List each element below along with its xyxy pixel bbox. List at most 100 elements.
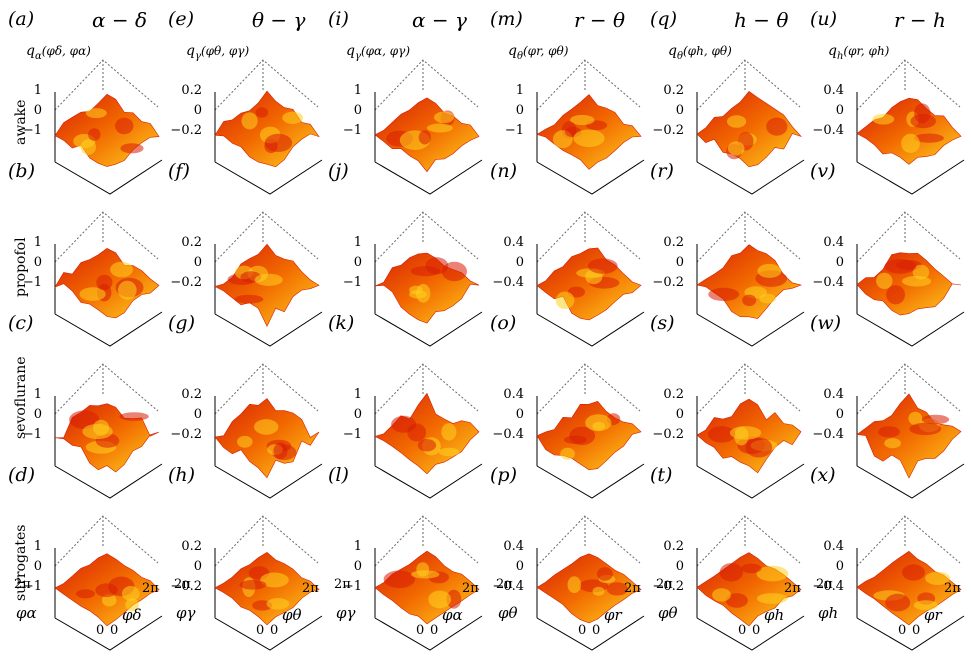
surface-plot-h xyxy=(214,515,323,651)
surface-peak xyxy=(876,272,893,289)
x-axis-label: φγ xyxy=(336,604,356,622)
surface-plot-p xyxy=(536,515,645,651)
axes-box xyxy=(696,515,801,567)
z-tick-label: 0 xyxy=(515,103,524,118)
surface-peak xyxy=(885,593,911,612)
z-axis-label-subscript: γ xyxy=(354,50,361,62)
z-axis-label-args: (φr, φθ) xyxy=(523,44,569,58)
z-tick-label: −1 xyxy=(22,123,42,138)
surface-peak xyxy=(729,426,762,440)
surface-peak xyxy=(902,275,932,287)
x-axis-label: φα xyxy=(16,604,37,622)
z-tick-label: −0.2 xyxy=(170,275,202,290)
surface-peak xyxy=(273,442,288,459)
surface-plot-x xyxy=(856,515,965,651)
axes-box xyxy=(214,211,319,263)
surface-peak xyxy=(727,115,747,128)
z-tick-label: 0.2 xyxy=(181,539,202,554)
panel-label: (q) xyxy=(650,8,677,30)
axes-box xyxy=(536,211,641,263)
panel-label: (p) xyxy=(490,464,517,486)
y-axis-label: φθ xyxy=(282,606,302,624)
z-tick-label: 0.4 xyxy=(823,387,844,402)
tick-zero-left: 0 xyxy=(96,623,105,638)
surface-plot-r xyxy=(696,211,805,347)
base-axes xyxy=(536,463,645,499)
surface xyxy=(856,97,962,165)
axes-box xyxy=(54,515,159,567)
z-tick-label: −1 xyxy=(504,123,524,138)
z-tick-label: 0.4 xyxy=(823,235,844,250)
surface-peak xyxy=(101,594,117,607)
surface-peak xyxy=(391,415,417,433)
axes-box xyxy=(856,211,961,263)
tick-zero-right: 0 xyxy=(912,623,921,638)
z-tick-label: 0 xyxy=(675,559,684,574)
panel-label: (i) xyxy=(328,8,349,30)
z-tick-label: 0 xyxy=(515,255,524,270)
base-axes xyxy=(214,311,323,347)
surface-peak xyxy=(260,572,289,588)
surface-plot-b xyxy=(54,211,163,347)
surface-peak xyxy=(254,419,279,435)
surface-peak xyxy=(912,264,930,280)
z-axis-label-subscript: θ xyxy=(516,50,523,62)
surface-peak xyxy=(234,294,264,304)
surface-peak xyxy=(441,261,467,282)
z-tick-label: 0 xyxy=(835,255,844,270)
z-axis-label: qθ(φr, φθ) xyxy=(508,43,569,62)
surface-peak xyxy=(757,263,782,278)
tick-two-pi-right: 2π xyxy=(624,581,641,596)
surface-peak xyxy=(96,274,113,291)
z-tick-label: 0.4 xyxy=(823,83,844,98)
panel-label: (g) xyxy=(168,312,195,334)
z-tick-label: 0.2 xyxy=(181,83,202,98)
surface-peak xyxy=(282,111,304,124)
z-tick-label: −0.4 xyxy=(812,123,844,138)
panel-label: (l) xyxy=(328,464,349,486)
surface-peak xyxy=(428,590,452,609)
z-tick-label: 0 xyxy=(835,559,844,574)
surface-plot-n xyxy=(536,211,645,347)
surface-peak xyxy=(88,128,101,141)
base-axes xyxy=(696,463,805,499)
tick-two-pi-left: 2π xyxy=(816,577,833,592)
z-tick-label: −1 xyxy=(22,579,42,594)
z-tick-label: −1 xyxy=(342,427,362,442)
surface xyxy=(374,392,480,475)
z-tick-label: −0.4 xyxy=(492,579,524,594)
base-axes xyxy=(374,311,483,347)
surface-plot-j xyxy=(374,211,483,347)
surface-peak xyxy=(884,438,901,449)
z-axis-label-subscript: θ xyxy=(676,50,683,62)
surface-peak xyxy=(563,435,587,444)
tick-two-pi-right: 2π xyxy=(944,581,961,596)
z-tick-label: 0.2 xyxy=(181,387,202,402)
surface-peak xyxy=(766,117,788,136)
surface-plot-m xyxy=(536,59,645,195)
surface-peak xyxy=(570,114,595,126)
base-axes xyxy=(374,463,483,499)
surface-plot-s xyxy=(696,363,805,499)
surface-peak xyxy=(119,412,149,421)
surface xyxy=(856,393,962,479)
panel-label: (f) xyxy=(168,160,190,182)
axes-box xyxy=(214,363,319,415)
surface-plot-c xyxy=(54,363,163,499)
surface-peak xyxy=(80,139,97,155)
z-tick-label: 0 xyxy=(193,559,202,574)
axes-box xyxy=(214,515,319,567)
surface-peak xyxy=(719,563,743,582)
z-tick-label: −0.2 xyxy=(652,123,684,138)
y-axis-label: φr xyxy=(924,606,942,624)
z-tick-label: −0.2 xyxy=(170,123,202,138)
z-axis-label-subscript: α xyxy=(34,50,42,62)
z-tick-label: −1 xyxy=(342,579,362,594)
z-tick-label: −0.2 xyxy=(652,579,684,594)
surface-plot-f xyxy=(214,211,323,347)
surface-plot-l xyxy=(374,515,483,651)
tick-zero-right: 0 xyxy=(592,623,601,638)
surface xyxy=(214,398,320,479)
surface-plot-w xyxy=(856,363,965,499)
surface-plot-i xyxy=(374,59,483,195)
